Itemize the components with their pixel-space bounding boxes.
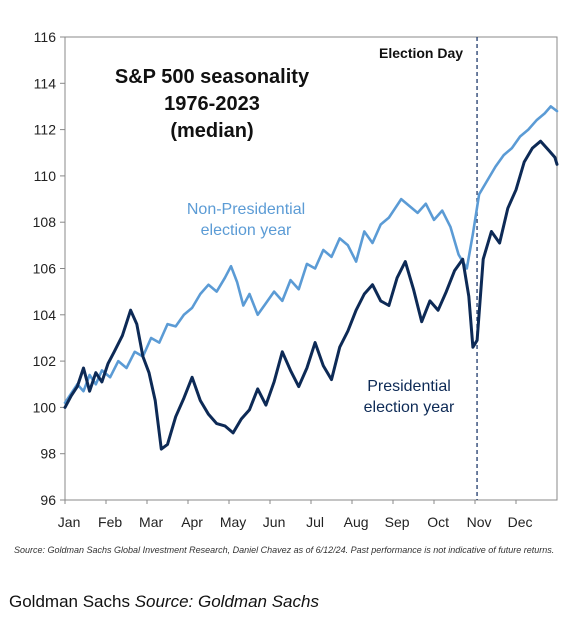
y-tick-label: 106 [33, 261, 57, 277]
y-tick-label: 102 [33, 353, 57, 369]
y-tick-label: 112 [34, 122, 57, 138]
series-label-non-presidential-line-2: election year [201, 222, 292, 239]
source-note: Source: Goldman Sachs Global Investment … [14, 545, 555, 555]
y-tick-label: 114 [34, 75, 57, 91]
chart-title-line-3: (median) [170, 120, 253, 142]
y-tick-label: 96 [40, 492, 56, 508]
chart-title-line-1: S&P 500 seasonality [115, 66, 310, 88]
series-label-non-presidential-line-1: Non-Presidential [187, 201, 305, 218]
series-label-presidential-line-2: election year [364, 399, 455, 416]
series-line-presidential [63, 139, 559, 451]
x-tick-label: Oct [427, 514, 449, 530]
x-tick-label: Dec [508, 514, 533, 530]
y-axis-ticks: 96 98 100 102 104 106 108 110 112 114 116 [33, 29, 65, 508]
chart-title-line-2: 1976-2023 [164, 93, 260, 115]
x-tick-label: Mar [139, 514, 163, 530]
x-tick-label: Apr [181, 514, 203, 530]
caption-source: Source: Goldman Sachs [134, 592, 319, 611]
y-tick-label: 104 [33, 307, 57, 323]
y-tick-label: 98 [40, 446, 56, 462]
series-line-non-presidential [63, 105, 559, 405]
y-tick-label: 100 [33, 399, 57, 415]
y-tick-label: 108 [33, 214, 57, 230]
series-layer [63, 105, 559, 451]
caption-publisher: Goldman Sachs [9, 592, 135, 611]
x-tick-label: Aug [344, 514, 369, 530]
seasonality-chart: 96 98 100 102 104 106 108 110 112 114 116 Jan Feb Ma… [33, 29, 559, 530]
election-day-label: Election Day [379, 45, 463, 61]
x-axis-ticks: Jan Feb Mar Apr May Jun Jul Aug Sep Oct Nov Dec [58, 500, 533, 530]
x-tick-label: Jul [306, 514, 324, 530]
y-tick-label: 116 [34, 29, 57, 45]
x-tick-label: Jan [58, 514, 81, 530]
y-tick-label: 110 [34, 168, 57, 184]
x-tick-label: Jun [263, 514, 286, 530]
x-tick-label: Sep [385, 514, 410, 530]
caption: Goldman Sachs Source: Goldman Sachs [9, 592, 319, 612]
series-label-presidential-line-1: Presidential [367, 378, 451, 395]
x-tick-label: Nov [467, 514, 492, 530]
x-tick-label: May [220, 514, 246, 530]
x-tick-label: Feb [98, 514, 122, 530]
